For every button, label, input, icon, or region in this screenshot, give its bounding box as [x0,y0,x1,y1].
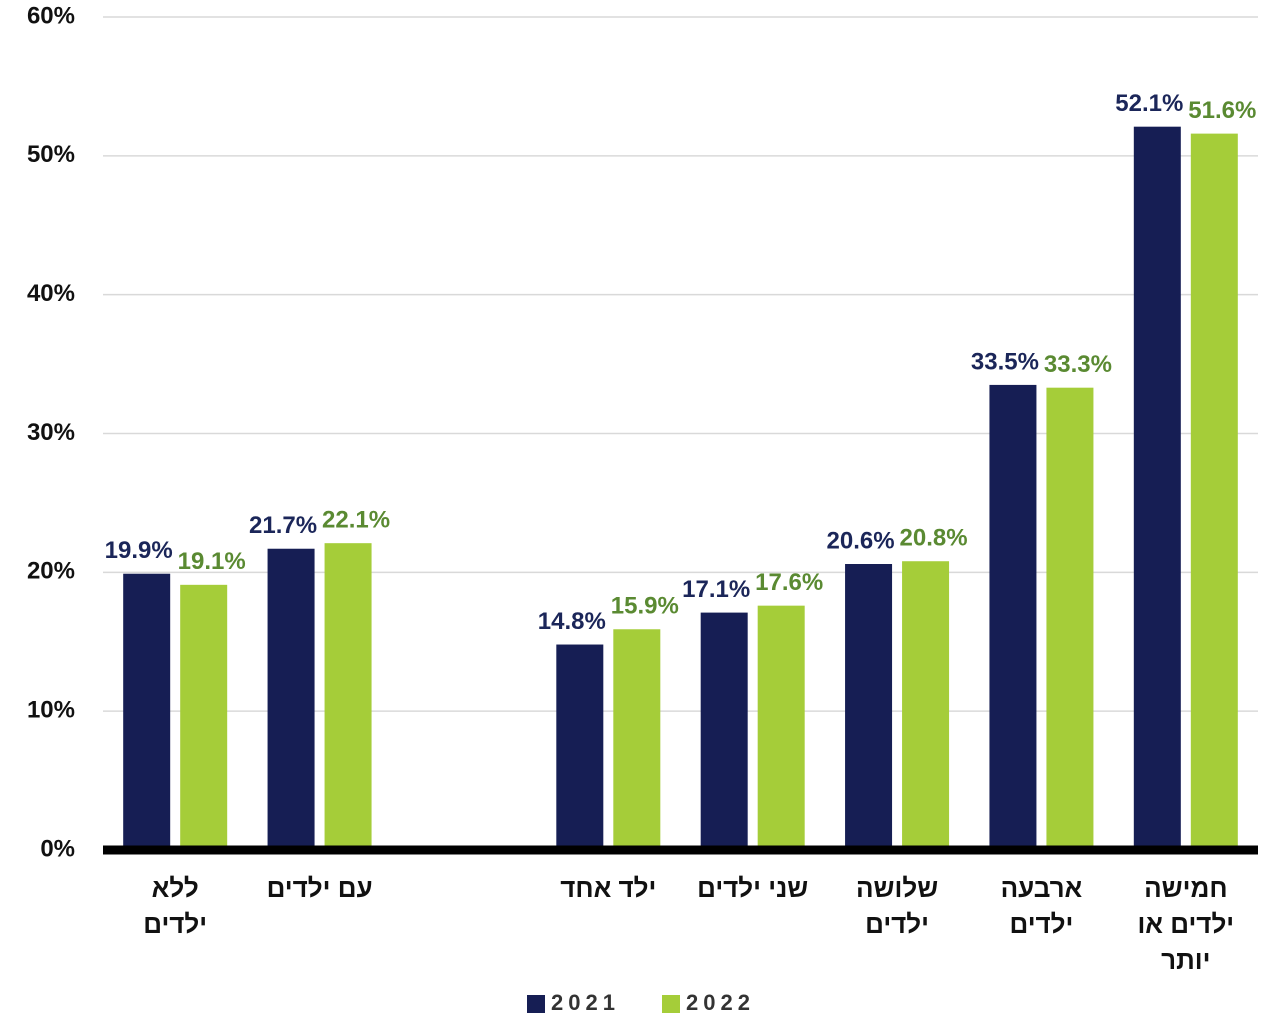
legend-swatch [527,995,545,1013]
data-label: 33.5% [971,348,1039,375]
bar [613,629,661,850]
y-tick-label: 60% [27,2,75,29]
bar [123,573,171,850]
x-tick-label: שני ילדים [697,873,809,903]
bar [989,384,1037,850]
data-label: 33.3% [1044,351,1112,378]
data-label: 51.6% [1188,97,1256,124]
bar [1046,387,1094,850]
data-label: 22.1% [322,507,390,534]
bar [700,612,748,850]
bar [1133,126,1181,850]
bar [1190,133,1238,850]
data-label: 19.1% [178,548,246,575]
bar [324,543,372,850]
x-tick-label: ללא ילדים [143,873,208,939]
data-label: 17.6% [755,569,823,596]
x-tick-label: חמישה ילדים או יותר [1137,873,1235,975]
data-label: 15.9% [611,593,679,620]
legend-label: 2022 [686,990,755,1015]
y-tick-label: 50% [27,141,75,168]
data-label: 19.9% [105,537,173,564]
y-tick-label: 30% [27,419,75,446]
data-label: 17.1% [682,576,750,603]
data-label: 14.8% [538,608,606,635]
bar [267,548,315,850]
y-tick-label: 20% [27,558,75,585]
bar [757,605,805,850]
y-tick-label: 0% [40,835,75,862]
x-tick-label: עם ילדים [266,873,373,903]
bar [902,561,950,850]
data-label: 20.6% [827,527,895,554]
legend-swatch [662,995,680,1013]
x-tick-label: שלושה ילדים [855,873,939,939]
data-label: 52.1% [1115,90,1183,117]
y-tick-label: 40% [27,280,75,307]
x-tick-label: ארבעה ילדים [1000,873,1083,939]
bar [180,584,228,850]
data-label: 21.7% [249,512,317,539]
bar [845,564,893,850]
data-label: 20.8% [900,525,968,552]
bar [556,644,604,850]
legend-label: 2021 [551,990,620,1015]
x-tick-label: ילד אחד [560,873,657,903]
y-tick-label: 10% [27,697,75,724]
